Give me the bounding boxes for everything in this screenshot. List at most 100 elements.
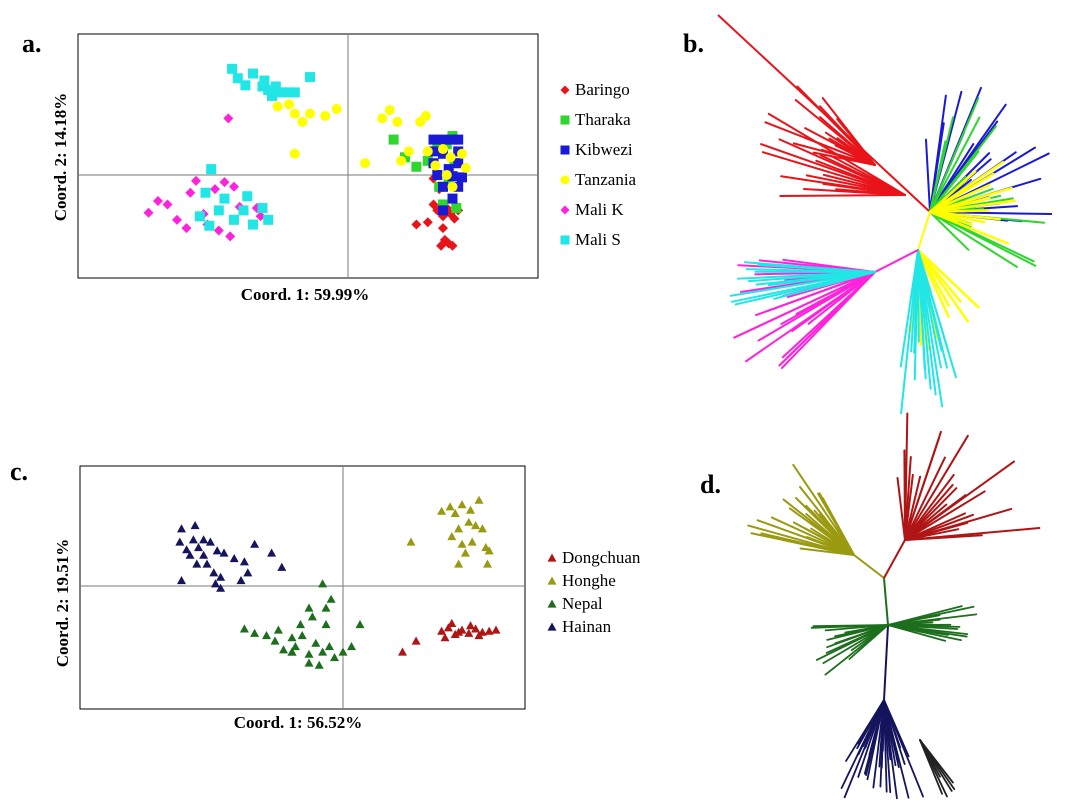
scatter-plot-a: Coord. 1: 59.99% Coord. 2: 14.18% Baring… <box>51 33 637 304</box>
point-baringo <box>411 219 422 230</box>
point-tanzania <box>320 111 331 121</box>
point-hainan <box>216 583 226 592</box>
point-mali-s <box>248 219 258 230</box>
point-tharaka <box>388 134 399 145</box>
legend-label-honghe: Honghe <box>562 571 616 590</box>
point-mali-k <box>255 211 266 222</box>
point-honghe <box>454 524 464 533</box>
point-kibwezi <box>428 146 439 157</box>
legend-item-mali-s: Mali S <box>560 230 621 249</box>
tree-branch-baringo <box>767 112 906 196</box>
point-tanzania <box>392 116 403 127</box>
point-nepal <box>355 620 365 629</box>
point-hainan <box>185 550 195 559</box>
legend-item-kibwezi: Kibwezi <box>560 140 633 159</box>
tree-branch-hainan <box>919 739 954 784</box>
tree-branch-mali-s <box>917 249 944 408</box>
point-tanzania <box>360 158 371 169</box>
tree-branch-tanzania <box>916 248 962 303</box>
point-honghe <box>437 506 447 515</box>
tree-branch-mali-k <box>733 271 876 339</box>
point-tanzania <box>289 108 300 119</box>
legend-item-mali-k: Mali K <box>560 200 624 219</box>
tree-trunk-mali-k <box>874 249 919 273</box>
point-hainan <box>190 521 200 530</box>
point-dongchuan <box>454 627 464 636</box>
point-baringo <box>438 223 448 234</box>
point-baringo <box>422 217 433 228</box>
point-baringo <box>449 213 460 224</box>
point-nepal <box>279 645 288 654</box>
point-mali-k <box>223 113 234 124</box>
tree-branch-dongchuan <box>904 473 955 541</box>
point-dongchuan <box>447 618 457 627</box>
point-nepal <box>314 660 324 669</box>
point-kibwezi <box>447 193 458 204</box>
legend-item-hainan: Hainan <box>547 617 612 636</box>
point-honghe <box>445 502 455 511</box>
point-mali-s <box>238 205 249 216</box>
tree-branch-tanzania <box>916 248 980 309</box>
point-hainan <box>236 576 246 585</box>
legend-marker-mali-k <box>560 205 570 215</box>
point-nepal <box>347 642 356 651</box>
point-tanzania <box>384 105 395 116</box>
panel-label-a: a. <box>22 29 42 58</box>
point-hainan <box>177 524 186 533</box>
point-mali-s <box>229 214 239 225</box>
tree-trunk-honghe <box>853 554 885 579</box>
point-nepal <box>250 628 260 637</box>
point-mali-k <box>219 177 230 188</box>
legend-marker-hainan <box>547 622 557 631</box>
tree-branch-dongchuan <box>904 434 969 541</box>
point-hainan <box>216 572 226 581</box>
points-a <box>143 63 471 251</box>
point-nepal <box>297 631 307 640</box>
point-honghe <box>457 539 467 548</box>
point-mali-s <box>259 75 270 86</box>
tree-branch-nepal <box>815 624 889 661</box>
point-baringo <box>447 240 458 251</box>
point-mali-s <box>267 90 277 101</box>
legend-marker-mali-s <box>560 235 570 245</box>
plot-frame-a <box>77 33 539 279</box>
tree-branch-tharaka <box>929 211 970 251</box>
point-hainan <box>277 562 287 571</box>
point-nepal <box>338 647 348 656</box>
tree-branch-dongchuan <box>904 527 1041 541</box>
point-kibwezi <box>438 134 448 145</box>
point-kibwezi <box>457 172 467 183</box>
point-hainan <box>202 559 212 568</box>
point-nepal <box>296 620 305 629</box>
point-dongchuan <box>471 624 481 633</box>
point-honghe <box>447 532 457 541</box>
tree-branch-honghe <box>788 507 855 556</box>
point-nepal <box>287 633 297 642</box>
legend-item-baringo: Baringo <box>560 80 630 99</box>
point-mali-s <box>227 63 238 74</box>
point-nepal <box>270 636 280 645</box>
plot-frame-c <box>79 465 526 710</box>
legend-label-baringo: Baringo <box>575 80 630 99</box>
point-hainan <box>243 568 253 577</box>
tree-branch-tanzania <box>928 160 1005 214</box>
point-mali-k <box>172 214 182 225</box>
point-hainan <box>199 535 209 544</box>
point-mali-s <box>263 85 274 96</box>
tree-branch-tharaka <box>929 125 997 213</box>
point-nepal <box>318 647 328 656</box>
legend-label-tharaka: Tharaka <box>575 110 631 129</box>
tree-trunk-tanzania <box>917 211 931 251</box>
tree-branch-nepal <box>887 605 963 626</box>
tree-branch-nepal <box>824 624 889 632</box>
point-tharaka <box>451 203 462 214</box>
point-mali-s <box>276 87 287 98</box>
legend-marker-nepal <box>547 599 557 608</box>
point-hainan <box>212 546 222 555</box>
tree-branch-mali-k <box>755 271 876 317</box>
point-tharaka <box>422 155 433 166</box>
tree-branch-tharaka <box>929 211 1018 268</box>
point-honghe <box>477 524 487 533</box>
point-kibwezi <box>447 134 458 145</box>
